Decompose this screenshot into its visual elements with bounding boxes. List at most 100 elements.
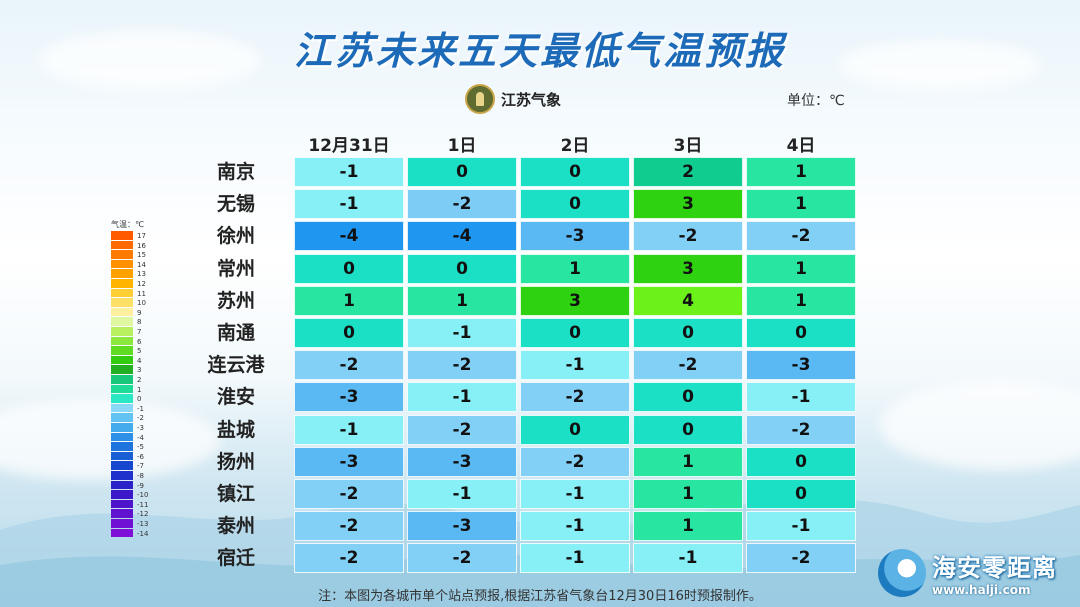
legend-swatch xyxy=(111,288,133,298)
temperature-cell: -1 xyxy=(520,350,630,381)
legend-swatch xyxy=(111,279,133,288)
footnote: 注：本图为各城市单个站点预报,根据江苏省气象台12月30日16时预报制作。 xyxy=(318,589,762,604)
temperature-cell: -2 xyxy=(407,189,517,220)
legend-label: -13 xyxy=(137,520,149,528)
temperature-cell: -1 xyxy=(294,189,404,220)
city-label: 宿迁 xyxy=(216,547,255,570)
cloud-decoration xyxy=(40,30,260,90)
city-label: 淮安 xyxy=(216,386,255,409)
temperature-cell: -2 xyxy=(746,221,856,252)
temperature-cell: -2 xyxy=(294,350,404,381)
temperature-cell: -1 xyxy=(520,479,630,509)
city-label: 扬州 xyxy=(216,450,255,473)
legend-label: 8 xyxy=(137,318,142,327)
temperature-cell: -2 xyxy=(746,414,856,445)
legend-label: 15 xyxy=(137,251,146,260)
temperature-cell: 0 xyxy=(294,318,404,348)
temperature-cell: -4 xyxy=(407,221,517,252)
city-label: 南通 xyxy=(216,322,255,344)
legend-swatch xyxy=(111,298,133,307)
temperature-cell: 1 xyxy=(407,285,517,316)
legend-swatch xyxy=(111,375,133,384)
legend-label: 0 xyxy=(137,395,142,404)
legend-swatch xyxy=(111,259,133,269)
temperature-cell: 0 xyxy=(633,318,743,348)
temperature-cell: -3 xyxy=(407,511,517,542)
temperature-cell: -2 xyxy=(407,414,517,445)
legend-label: -1 xyxy=(137,404,144,413)
city-label: 无锡 xyxy=(216,193,255,216)
legend-swatch xyxy=(111,240,133,250)
legend-swatch xyxy=(111,480,133,490)
cloud-decoration xyxy=(0,400,220,480)
temperature-cell: 0 xyxy=(746,318,856,348)
watermark-name: 海安零距离 xyxy=(932,554,1057,582)
temperature-cell: -1 xyxy=(633,543,743,574)
legend-swatch xyxy=(111,307,133,317)
temperature-cell: 0 xyxy=(407,157,517,187)
temperature-cell: 3 xyxy=(633,253,743,284)
legend-swatch xyxy=(111,451,133,461)
legend-swatch xyxy=(111,519,133,528)
city-label: 苏州 xyxy=(216,289,255,312)
legend-swatch xyxy=(111,461,133,471)
city-label: 徐州 xyxy=(216,225,255,248)
cloud-decoration xyxy=(840,40,1040,90)
temperature-cell: -3 xyxy=(520,221,630,252)
temperature-cell: -2 xyxy=(294,479,404,509)
temperature-cell: 0 xyxy=(520,189,630,220)
temperature-cell: 1 xyxy=(633,511,743,542)
temperature-cell: 1 xyxy=(746,285,856,316)
city-label: 常州 xyxy=(216,257,255,280)
logo: 江苏气象 xyxy=(465,84,561,114)
legend-label: -3 xyxy=(137,424,144,432)
temperature-cell: -1 xyxy=(294,414,404,445)
legend-label: 3 xyxy=(137,366,142,375)
temperature-cell: -1 xyxy=(407,479,517,509)
legend-label: -4 xyxy=(137,433,144,442)
temperature-cell: 0 xyxy=(520,157,630,187)
city-label: 泰州 xyxy=(216,515,255,538)
watermark: 海安零距离 www.halji.com xyxy=(878,548,1057,597)
legend-swatch xyxy=(111,413,133,423)
column-header: 3日 xyxy=(673,136,703,156)
column-header: 1日 xyxy=(447,136,477,156)
temperature-cell: 0 xyxy=(407,253,517,284)
temperature-cell: -2 xyxy=(294,511,404,542)
legend-label: 12 xyxy=(137,280,146,288)
temperature-cell: 0 xyxy=(520,414,630,445)
legend-swatch xyxy=(111,231,133,240)
legend-label: 14 xyxy=(137,260,146,269)
legend-label: 16 xyxy=(137,241,146,250)
temperature-cell: -2 xyxy=(520,446,630,477)
legend-swatch xyxy=(111,317,133,327)
site-logo-icon xyxy=(878,548,926,597)
legend-swatch xyxy=(111,509,133,519)
legend-label: 2 xyxy=(137,376,142,384)
temperature-cell: 0 xyxy=(746,479,856,509)
temperature-cell: -2 xyxy=(407,350,517,381)
legend-swatch xyxy=(111,327,133,336)
legend-title: 气温：℃ xyxy=(111,220,144,229)
temperature-cell: -1 xyxy=(746,511,856,542)
legend-label: -8 xyxy=(137,472,144,480)
temperature-cell: -3 xyxy=(746,350,856,381)
temperature-cell: 1 xyxy=(633,479,743,509)
column-header: 4日 xyxy=(786,136,816,156)
legend-label: -10 xyxy=(137,491,149,500)
legend-swatch xyxy=(111,499,133,509)
legend-label: -12 xyxy=(137,510,149,519)
legend-label: -11 xyxy=(137,500,149,509)
temperature-cell: -1 xyxy=(746,382,856,413)
temperature-cell: -2 xyxy=(633,350,743,381)
legend-label: 9 xyxy=(137,308,142,317)
legend-label: -14 xyxy=(137,529,149,538)
temperature-cell: 3 xyxy=(633,189,743,220)
legend-label: 13 xyxy=(137,270,146,279)
legend-swatch xyxy=(111,403,133,413)
page-title: 江苏未来五天最低气温预报 xyxy=(293,29,786,73)
legend-label: 7 xyxy=(137,328,142,336)
legend-swatch xyxy=(111,269,133,279)
legend-swatch xyxy=(111,346,133,355)
temperature-cell: -1 xyxy=(520,511,630,542)
